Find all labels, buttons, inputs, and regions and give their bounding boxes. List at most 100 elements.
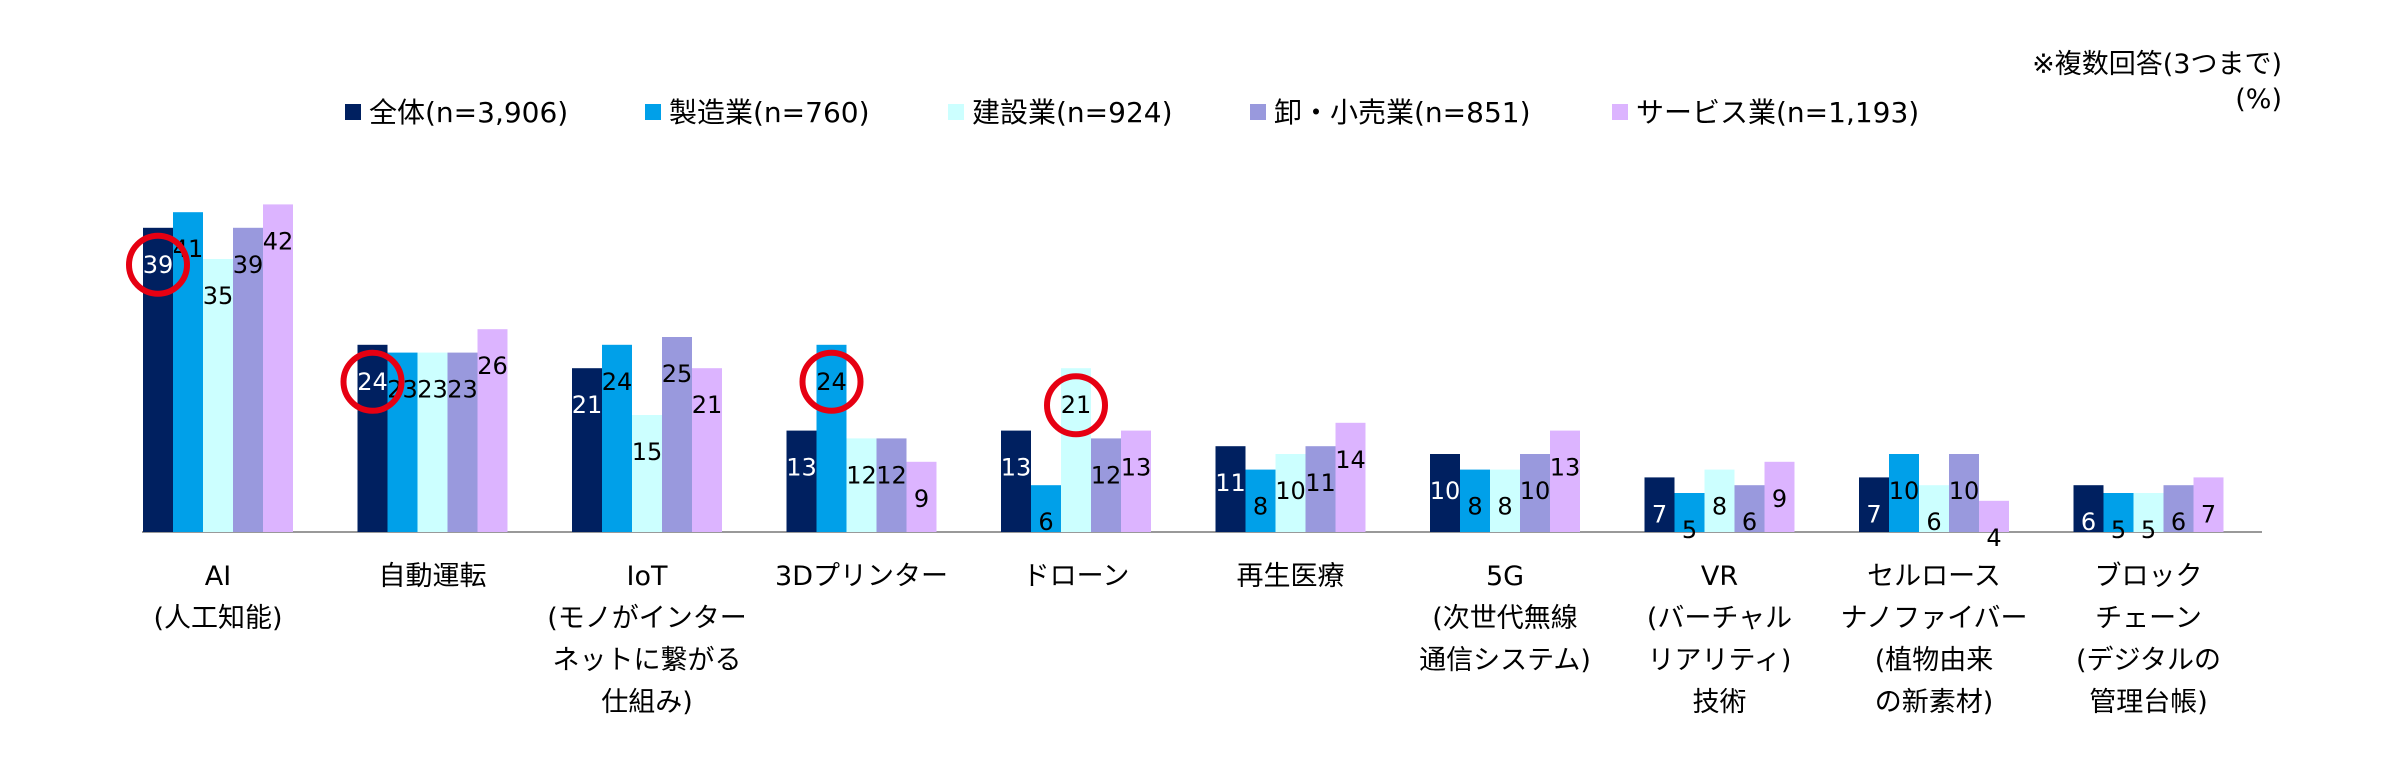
data-label-8-3: 10 (1949, 477, 1980, 505)
bar-6-3 (1520, 454, 1550, 532)
bar-6-0 (1430, 454, 1460, 532)
category-label-line: ブロック (2095, 561, 2203, 592)
data-label-9-1: 5 (2111, 516, 2126, 544)
data-label-9-2: 5 (2141, 516, 2156, 544)
data-label-4-0: 13 (1001, 454, 1032, 482)
category-label-line: 5G (1486, 561, 1524, 592)
category-label-line: 再生医療 (1237, 561, 1345, 592)
bar-0-3 (233, 227, 263, 533)
data-label-5-1: 8 (1253, 493, 1268, 521)
bar-4-2 (1061, 368, 1091, 532)
data-label-9-3: 6 (2171, 508, 2186, 536)
data-label-6-2: 8 (1497, 493, 1512, 521)
bar-6-4 (1550, 430, 1580, 532)
data-label-1-3: 23 (447, 376, 478, 404)
data-label-3-0: 13 (786, 454, 817, 482)
category-label-line: ネットに繋がる (553, 645, 742, 676)
bar-3-1 (816, 344, 847, 532)
highlight-circle-1 (340, 349, 405, 414)
bar-8-0 (1859, 477, 1889, 532)
bar-8-2 (1919, 485, 1949, 532)
bar-3-3 (876, 438, 907, 532)
legend-label-4: サービス業(n=1,193) (1636, 96, 1919, 129)
category-label-7: VR (バーチャルリアリティ) 技術 (1647, 561, 1792, 718)
data-label-1-0: 24 (357, 368, 388, 396)
category-label-line: 3Dプリンター (775, 561, 948, 592)
legend-swatch-3 (1250, 104, 1266, 120)
bar-1-4 (477, 329, 508, 532)
bar-7-2 (1704, 469, 1735, 532)
bar-2-2 (632, 415, 662, 532)
data-label-7-3: 6 (1742, 508, 1757, 536)
category-label-line: IoT (627, 561, 668, 592)
data-label-8-0: 7 (1866, 500, 1881, 528)
category-label-line: 通信システム) (1419, 645, 1591, 676)
bar-7-3 (1734, 485, 1765, 532)
category-label-5: 再生医療 (1237, 561, 1345, 592)
bar-2-3 (662, 337, 692, 532)
category-label-line: (次世代無線 (1432, 603, 1578, 634)
data-label-8-2: 6 (1926, 508, 1941, 536)
data-label-0-2: 35 (203, 282, 234, 310)
bar-9-4 (2193, 477, 2224, 532)
data-label-4-1: 6 (1038, 508, 1053, 536)
category-label-4: ドローン (1023, 561, 1130, 592)
bar-2-4 (692, 368, 722, 532)
bar-0-0 (143, 227, 173, 533)
category-label-line: VR (1701, 561, 1738, 592)
data-label-2-4: 21 (692, 391, 723, 419)
data-label-3-1: 24 (816, 368, 847, 396)
data-label-8-4: 4 (1986, 524, 2001, 552)
data-label-6-3: 10 (1520, 477, 1551, 505)
data-label-3-2: 12 (846, 461, 877, 489)
data-label-4-2: 21 (1061, 391, 1092, 419)
bar-3-2 (846, 438, 877, 532)
category-label-1: 自動運転 (379, 561, 487, 592)
legend-label-3: 卸・小売業(n=851) (1274, 96, 1531, 129)
data-label-9-4: 7 (2201, 500, 2216, 528)
category-label-line: の新素材) (1875, 687, 1994, 718)
data-label-2-0: 21 (572, 391, 603, 419)
bar-4-0 (1001, 430, 1031, 532)
category-label-line: セルロース (1867, 561, 2001, 592)
data-label-2-1: 24 (602, 368, 633, 396)
data-label-1-2: 23 (417, 376, 448, 404)
bar-3-4 (906, 461, 937, 532)
data-label-2-2: 15 (632, 438, 663, 466)
data-label-7-0: 7 (1652, 500, 1667, 528)
category-label-line: 自動運転 (379, 561, 487, 592)
category-label-2: IoT (モノがインターネットに繋がる仕組み) (547, 561, 747, 718)
category-label-line: チェーン (2095, 603, 2202, 634)
bar-5-3 (1305, 446, 1336, 532)
bar-6-1 (1460, 469, 1490, 532)
data-label-9-0: 6 (2081, 508, 2096, 536)
legend-swatch-1 (645, 104, 661, 120)
bar-7-1 (1674, 493, 1705, 532)
bar-2-1 (602, 344, 632, 532)
bar-0-2 (203, 259, 233, 532)
category-label-line: リアリティ) (1648, 645, 1792, 676)
multiple-answers-note: ※複数回答(3つまで) (2032, 49, 2282, 80)
bar-1-3 (447, 352, 478, 532)
data-label-0-3: 39 (233, 251, 264, 279)
highlight-circle-0 (126, 232, 190, 297)
bar-1-2 (417, 352, 448, 532)
data-label-7-4: 9 (1772, 485, 1787, 513)
data-label-6-0: 10 (1430, 477, 1461, 505)
data-label-3-3: 12 (876, 461, 907, 489)
category-label-line: 技術 (1693, 687, 1747, 718)
category-label-0: AI (人工知能) (153, 561, 282, 634)
bar-2-0 (572, 368, 602, 532)
unit-label: (%) (2235, 84, 2282, 115)
data-label-7-2: 8 (1712, 493, 1727, 521)
category-label-line: (人工知能) (153, 603, 282, 634)
bar-4-4 (1121, 430, 1151, 532)
category-label-3: 3Dプリンター (775, 561, 948, 592)
category-label-line: ナノファイバー (1840, 603, 2027, 634)
bar-6-2 (1490, 469, 1520, 532)
category-label-line: 仕組み) (601, 687, 693, 718)
category-label-line: 管理台帳) (2089, 687, 2208, 718)
data-label-2-3: 25 (662, 360, 693, 388)
bar-1-0 (357, 344, 388, 532)
